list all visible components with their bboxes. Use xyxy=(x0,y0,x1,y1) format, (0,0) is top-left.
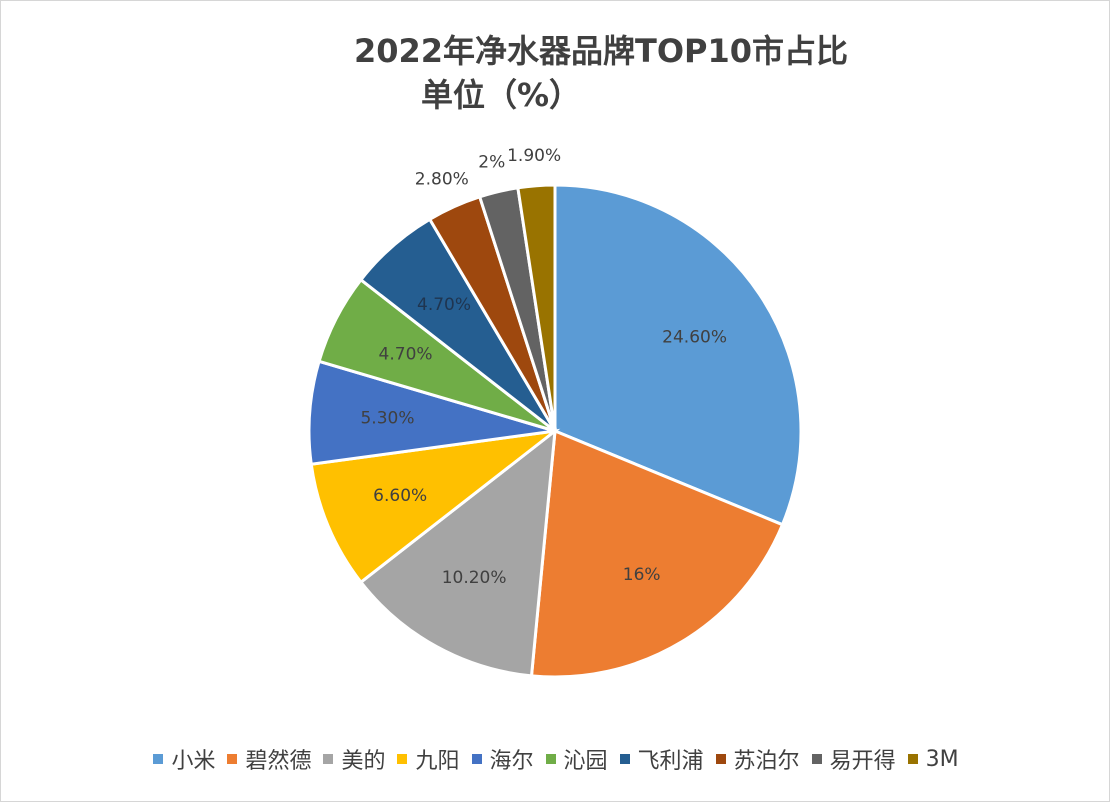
legend-label-5: 海尔 xyxy=(489,749,534,774)
legend-item-3: 美的 xyxy=(323,743,385,775)
legend-swatch-7 xyxy=(619,754,630,764)
legend-swatch-4 xyxy=(397,754,408,764)
legend-label-1: 小米 xyxy=(171,749,216,774)
legend-swatch-10 xyxy=(907,754,918,764)
legend-label-7: 飞利浦 xyxy=(637,749,704,774)
legend-label-3: 美的 xyxy=(341,749,386,774)
data-label-10: 1.90% xyxy=(507,146,561,166)
legend-item-2: 碧然德 xyxy=(227,743,311,775)
data-label-5: 5.30% xyxy=(360,408,414,428)
legend-item-4: 九阳 xyxy=(397,743,460,775)
legend-item-9: 易开得 xyxy=(811,743,896,775)
data-label-3: 10.20% xyxy=(442,568,507,588)
data-label-7: 4.70% xyxy=(417,295,471,315)
legend-item-7: 飞利浦 xyxy=(619,743,704,775)
chart-title-line-1: 2022年净水器品牌TOP10市占比 xyxy=(353,32,849,70)
data-label-6: 4.70% xyxy=(379,344,433,364)
legend-item-6: 沁园 xyxy=(545,743,608,775)
pie-slice-1 xyxy=(553,183,803,527)
legend-item-8: 苏泊尔 xyxy=(715,743,800,775)
legend-label-9: 易开得 xyxy=(829,749,896,774)
pie-slice-10 xyxy=(516,183,557,432)
legend-swatch-1 xyxy=(153,754,164,764)
data-label-4: 6.60% xyxy=(373,486,427,506)
legend-label-4: 九阳 xyxy=(415,749,460,774)
pie-slice-2 xyxy=(529,428,785,679)
data-label-1: 24.60% xyxy=(662,328,727,348)
legend-swatch-6 xyxy=(545,754,556,764)
legend-label-10: 3M xyxy=(925,746,959,772)
legend-item-1: 小米 xyxy=(153,743,215,775)
legend-item-5: 海尔 xyxy=(471,743,534,775)
chart-title: 2022年净水器品牌TOP10市占比 单位（%） xyxy=(1,29,1110,117)
legend-swatch-5 xyxy=(471,754,482,764)
chart-title-line-2: 单位（%） xyxy=(420,76,582,114)
legend-swatch-2 xyxy=(227,754,238,764)
legend-label-8: 苏泊尔 xyxy=(733,749,800,774)
data-label-9: 2% xyxy=(478,152,505,172)
legend-swatch-8 xyxy=(715,754,726,764)
legend-swatch-3 xyxy=(323,754,334,764)
legend: 小米 碧然德 美的 九阳 海尔 沁园 飞利浦 苏泊尔 易开得 3M xyxy=(1,743,1110,775)
data-label-8: 2.80% xyxy=(415,169,469,189)
pie-slice-4 xyxy=(309,428,561,585)
legend-label-2: 碧然德 xyxy=(245,749,312,774)
pie-slice-3 xyxy=(358,427,557,678)
data-label-2: 16% xyxy=(623,565,661,585)
legend-item-10: 3M xyxy=(907,746,959,772)
legend-swatch-9 xyxy=(811,754,822,764)
legend-label-6: 沁园 xyxy=(563,749,608,774)
pie-chart: 24.60% 16% 10.20% 6.60% 5.30% 4.70% 4.70% 2.80%… xyxy=(307,146,803,679)
